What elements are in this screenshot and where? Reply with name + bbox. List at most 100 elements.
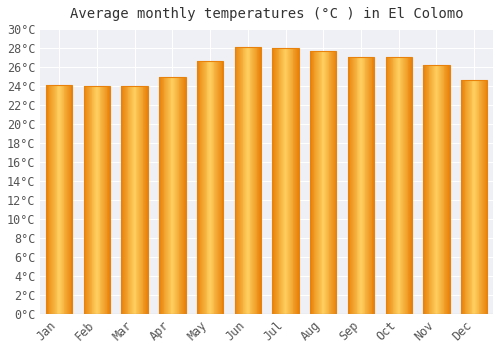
- Bar: [467, 80, 468, 314]
- Bar: [173, 77, 174, 314]
- Bar: [125, 86, 126, 314]
- Bar: [334, 51, 336, 314]
- Bar: [206, 61, 208, 314]
- Bar: [446, 65, 447, 314]
- Bar: [433, 65, 434, 314]
- Bar: [234, 47, 236, 314]
- Bar: [162, 77, 164, 314]
- Bar: [276, 48, 278, 314]
- Bar: [449, 65, 450, 314]
- Bar: [333, 51, 334, 314]
- Bar: [394, 57, 395, 314]
- Bar: [480, 80, 481, 314]
- Bar: [477, 80, 478, 314]
- Bar: [54, 85, 55, 314]
- Bar: [283, 48, 284, 314]
- Bar: [108, 86, 109, 314]
- Bar: [472, 80, 474, 314]
- Bar: [274, 48, 275, 314]
- Bar: [362, 57, 363, 314]
- Bar: [239, 47, 240, 314]
- Bar: [469, 80, 470, 314]
- Bar: [51, 85, 52, 314]
- Bar: [172, 77, 173, 314]
- Bar: [250, 47, 252, 314]
- Bar: [369, 57, 370, 314]
- Bar: [102, 86, 103, 314]
- Bar: [468, 80, 469, 314]
- Bar: [66, 85, 67, 314]
- Bar: [132, 86, 133, 314]
- Bar: [159, 77, 160, 314]
- Bar: [430, 65, 431, 314]
- Bar: [205, 61, 206, 314]
- Bar: [178, 77, 180, 314]
- Bar: [146, 86, 147, 314]
- Bar: [367, 57, 368, 314]
- Bar: [431, 65, 432, 314]
- Bar: [436, 65, 438, 314]
- Bar: [244, 47, 245, 314]
- Bar: [131, 86, 132, 314]
- Bar: [84, 86, 86, 314]
- Bar: [130, 86, 131, 314]
- Bar: [242, 47, 244, 314]
- Bar: [254, 47, 255, 314]
- Bar: [360, 57, 361, 314]
- Bar: [389, 57, 390, 314]
- Bar: [332, 51, 333, 314]
- Bar: [128, 86, 130, 314]
- Bar: [318, 51, 319, 314]
- Bar: [403, 57, 404, 314]
- Bar: [245, 47, 246, 314]
- Bar: [145, 86, 146, 314]
- Bar: [124, 86, 125, 314]
- Bar: [122, 86, 123, 314]
- Bar: [348, 57, 374, 314]
- Bar: [284, 48, 286, 314]
- Bar: [370, 57, 372, 314]
- Bar: [202, 61, 203, 314]
- Bar: [281, 48, 282, 314]
- Bar: [234, 47, 261, 314]
- Bar: [216, 61, 217, 314]
- Bar: [440, 65, 441, 314]
- Bar: [105, 86, 106, 314]
- Bar: [404, 57, 405, 314]
- Bar: [68, 85, 69, 314]
- Bar: [175, 77, 176, 314]
- Bar: [59, 85, 60, 314]
- Bar: [486, 80, 488, 314]
- Bar: [96, 86, 97, 314]
- Bar: [424, 65, 450, 314]
- Bar: [139, 86, 140, 314]
- Bar: [320, 51, 322, 314]
- Bar: [138, 86, 139, 314]
- Bar: [310, 51, 311, 314]
- Bar: [426, 65, 427, 314]
- Bar: [211, 61, 212, 314]
- Bar: [181, 77, 182, 314]
- Bar: [273, 48, 274, 314]
- Bar: [258, 47, 260, 314]
- Bar: [147, 86, 148, 314]
- Bar: [50, 85, 51, 314]
- Bar: [126, 86, 128, 314]
- Bar: [372, 57, 374, 314]
- Bar: [159, 77, 186, 314]
- Bar: [405, 57, 406, 314]
- Bar: [386, 57, 388, 314]
- Bar: [86, 86, 87, 314]
- Bar: [217, 61, 218, 314]
- Bar: [210, 61, 211, 314]
- Bar: [474, 80, 475, 314]
- Bar: [61, 85, 62, 314]
- Bar: [291, 48, 292, 314]
- Bar: [448, 65, 449, 314]
- Bar: [355, 57, 356, 314]
- Bar: [461, 80, 462, 314]
- Bar: [64, 85, 66, 314]
- Bar: [97, 86, 98, 314]
- Bar: [438, 65, 439, 314]
- Bar: [184, 77, 186, 314]
